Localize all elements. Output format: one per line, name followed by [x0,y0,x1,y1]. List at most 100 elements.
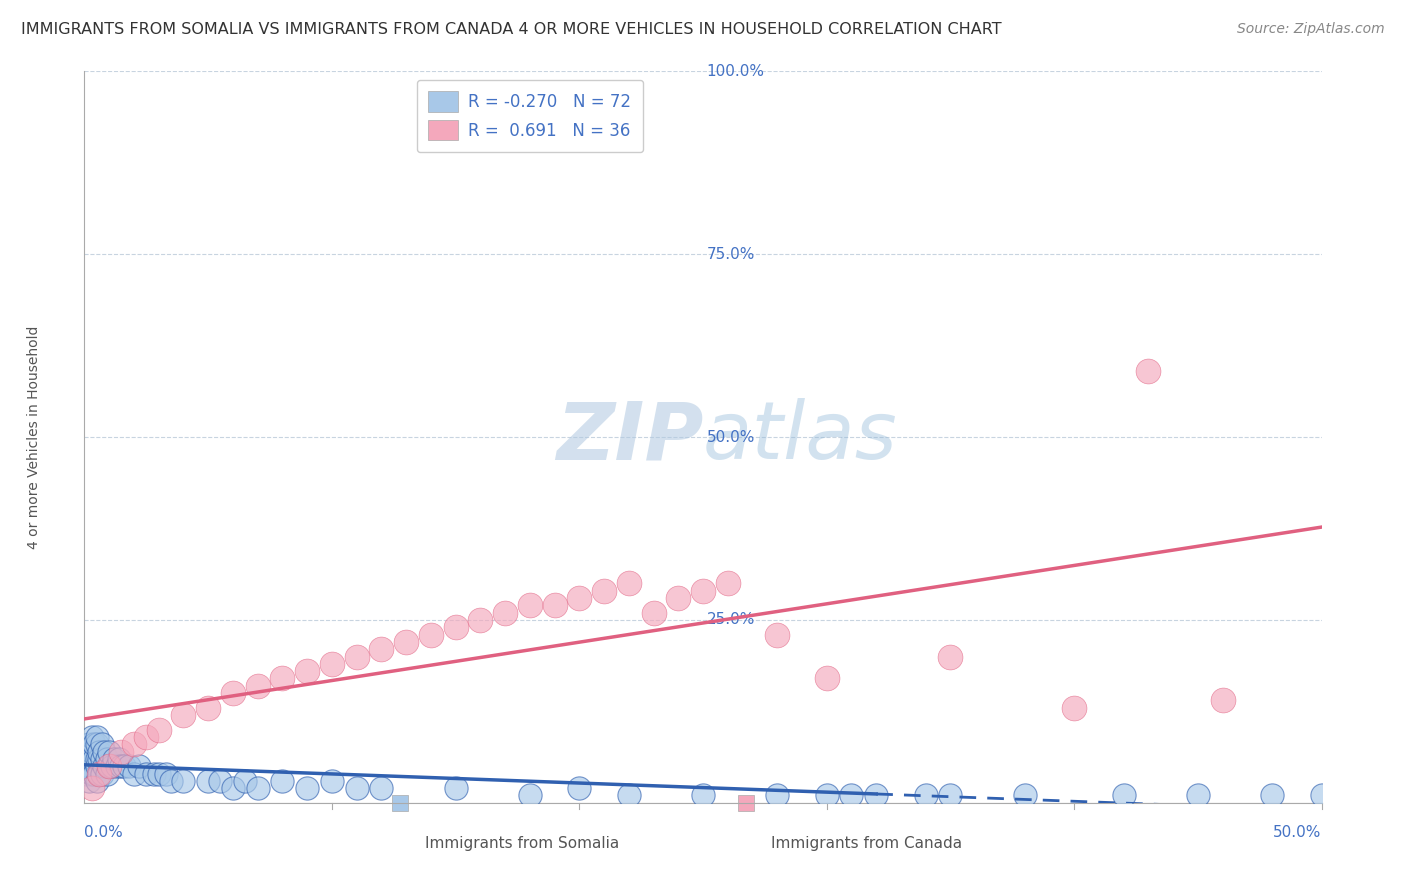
Point [519,789,541,803]
Point [86,759,108,773]
Point [122,766,145,780]
Point [103,752,125,766]
Point [80,766,103,780]
Point [815,672,838,686]
Point [122,737,145,751]
Point [89,745,111,759]
Point [96,766,118,780]
Text: atlas: atlas [703,398,898,476]
Point [93,745,115,759]
Text: 4 or more Vehicles in Household: 4 or more Vehicles in Household [27,326,41,549]
Point [1112,789,1135,803]
Point [93,759,115,773]
Point [766,789,789,803]
Point [86,752,108,766]
Point [98,745,121,759]
Point [155,766,177,780]
Point [80,745,103,759]
Point [100,759,122,773]
Point [222,686,245,700]
Point [76,759,98,773]
Point [1063,700,1085,714]
Point [321,773,343,788]
Point [692,789,714,803]
Point [494,606,516,620]
Point [80,752,103,766]
Point [346,781,368,796]
Point [209,773,232,788]
Point [815,789,838,803]
Point [246,679,269,693]
Point [79,773,101,788]
Point [197,700,219,714]
Point [295,664,318,678]
Point [321,657,343,671]
Point [568,781,591,796]
Text: 100.0%: 100.0% [707,64,765,78]
Point [98,759,121,773]
Text: 0.0%: 0.0% [84,825,124,839]
Point [246,781,269,796]
Point [617,576,640,591]
Point [593,583,616,598]
Point [110,759,132,773]
Point [105,759,128,773]
Point [617,789,640,803]
Point [90,752,112,766]
Point [79,759,101,773]
Point [370,642,392,657]
Point [346,649,368,664]
Point [233,773,256,788]
Point [135,766,157,780]
Text: Source: ZipAtlas.com: Source: ZipAtlas.com [1237,22,1385,37]
Point [80,781,103,796]
Point [112,759,135,773]
Point [470,613,492,627]
Point [865,789,887,803]
Point [841,789,863,803]
Point [83,752,105,766]
Point [86,737,108,751]
Point [108,752,131,766]
Point [89,766,111,780]
Point [128,759,150,773]
Point [98,759,121,773]
Point [643,606,665,620]
Point [1310,789,1333,803]
Text: ZIP: ZIP [555,398,703,476]
Point [519,599,541,613]
Point [89,752,111,766]
Point [79,737,101,751]
Point [86,773,108,788]
Point [1261,789,1284,803]
Text: 50.0%: 50.0% [707,430,755,444]
Point [86,730,108,744]
Text: Immigrants from Somalia: Immigrants from Somalia [425,836,619,851]
Point [766,627,789,641]
Point [110,745,132,759]
Legend: R = -0.270   N = 72, R =  0.691   N = 36: R = -0.270 N = 72, R = 0.691 N = 36 [416,79,643,152]
Point [172,773,194,788]
Point [370,781,392,796]
Point [83,737,105,751]
Point [79,745,101,759]
Point [1187,789,1209,803]
Point [89,766,111,780]
Point [148,723,170,737]
Point [568,591,591,605]
Text: Immigrants from Canada: Immigrants from Canada [770,836,962,851]
Point [148,766,170,780]
Point [83,766,105,780]
Point [222,781,245,796]
Point [271,672,294,686]
Point [271,773,294,788]
Point [1014,789,1036,803]
Point [197,773,219,788]
Point [90,737,112,751]
Point [717,576,740,591]
Point [939,649,962,664]
Point [80,730,103,744]
Point [76,745,98,759]
Point [160,773,183,788]
Point [142,766,165,780]
